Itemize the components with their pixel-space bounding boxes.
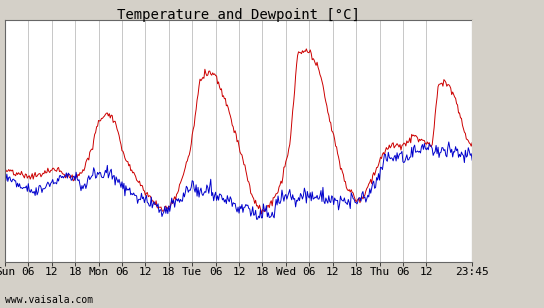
Text: www.vaisala.com: www.vaisala.com (5, 295, 94, 305)
Text: Temperature and Dewpoint [°C]: Temperature and Dewpoint [°C] (117, 8, 360, 22)
